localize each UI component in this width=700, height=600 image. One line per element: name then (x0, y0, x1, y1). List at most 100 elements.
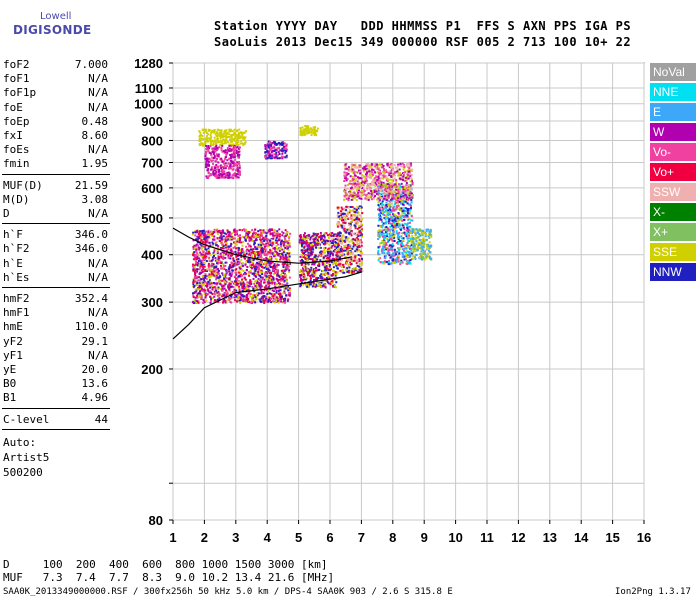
echo-point (227, 250, 230, 253)
echo-point (231, 165, 234, 168)
echo-point (204, 275, 207, 278)
param-label: D (3, 207, 10, 220)
echo-point (269, 282, 272, 285)
echo-point (234, 271, 237, 274)
param-value: 21.59 (74, 178, 108, 192)
echo-point (356, 248, 359, 251)
echo-point (419, 241, 422, 244)
echo-point (255, 233, 258, 236)
echo-point (219, 173, 222, 176)
echo-point (228, 173, 231, 176)
echo-point (253, 267, 256, 270)
echo-point (278, 141, 281, 144)
echo-point (330, 241, 333, 244)
echo-point (238, 237, 241, 240)
echo-point (274, 254, 277, 257)
echo-point (389, 219, 392, 222)
echo-point (205, 157, 208, 160)
echo-point (241, 290, 244, 293)
echo-point (227, 149, 230, 152)
echo-point (298, 241, 301, 244)
echo-point (267, 283, 270, 286)
echo-point (194, 260, 197, 263)
echo-point (259, 239, 262, 242)
echo-point (422, 252, 425, 255)
echo-point (406, 210, 409, 213)
echo-point (410, 192, 413, 195)
echo-point (234, 135, 237, 138)
echo-point (382, 242, 385, 245)
echo-point (382, 210, 385, 213)
echo-point (193, 276, 196, 279)
echo-point (277, 151, 280, 154)
echo-point (246, 293, 249, 296)
echo-point (231, 269, 234, 272)
echo-point (249, 245, 252, 248)
echo-point (262, 292, 265, 295)
echo-point (205, 132, 208, 135)
echo-point (254, 265, 257, 268)
echo-point (253, 290, 256, 293)
echo-point (224, 162, 227, 165)
echo-point (209, 295, 212, 298)
echo-point (207, 262, 210, 265)
echo-point (214, 133, 217, 136)
echo-point (253, 242, 256, 245)
echo-point (205, 236, 208, 239)
echo-point (279, 255, 282, 258)
echo-point (251, 229, 254, 232)
echo-point (247, 281, 250, 284)
echo-point (230, 274, 233, 277)
echo-point (404, 192, 407, 195)
echo-point (320, 238, 323, 241)
echo-point (260, 300, 263, 303)
echo-point (232, 241, 235, 244)
echo-point (196, 293, 199, 296)
echo-point (278, 288, 281, 291)
echo-point (213, 250, 216, 253)
echo-point (276, 248, 279, 251)
echo-point (238, 153, 241, 156)
echo-point (360, 229, 363, 232)
echo-point (210, 168, 213, 171)
echo-point (361, 217, 364, 220)
echo-point (390, 258, 393, 261)
echo-point (327, 247, 330, 250)
param-value: 29.1 (81, 334, 109, 348)
echo-point (238, 260, 241, 263)
echo-point (392, 219, 395, 222)
echo-point (214, 169, 217, 172)
echo-point (312, 248, 315, 251)
echo-point (330, 251, 333, 254)
echo-point (333, 250, 336, 253)
echo-point (396, 236, 399, 239)
echo-point (404, 233, 407, 236)
echo-point (239, 135, 242, 138)
echo-point (217, 268, 220, 271)
echo-point (234, 244, 237, 247)
echo-point (356, 236, 359, 239)
echo-point (324, 240, 327, 243)
echo-point (405, 251, 408, 254)
echo-point (270, 157, 273, 160)
echo-point (400, 237, 403, 240)
echo-point (264, 147, 267, 150)
echo-point (322, 256, 325, 259)
echo-point (205, 281, 208, 284)
echo-point (400, 227, 403, 230)
echo-point (221, 256, 224, 259)
echo-point (264, 262, 267, 265)
echo-point (192, 286, 195, 289)
echo-point (206, 283, 209, 286)
echo-point (264, 271, 267, 274)
echo-point (316, 284, 319, 287)
echo-point (230, 161, 233, 164)
echo-point (340, 213, 343, 216)
echo-point (257, 243, 260, 246)
echo-point (430, 257, 433, 260)
echo-cluster (198, 128, 247, 147)
echo-point (249, 269, 252, 272)
echo-point (348, 266, 351, 269)
echo-point (255, 279, 258, 282)
echo-point (268, 239, 271, 242)
